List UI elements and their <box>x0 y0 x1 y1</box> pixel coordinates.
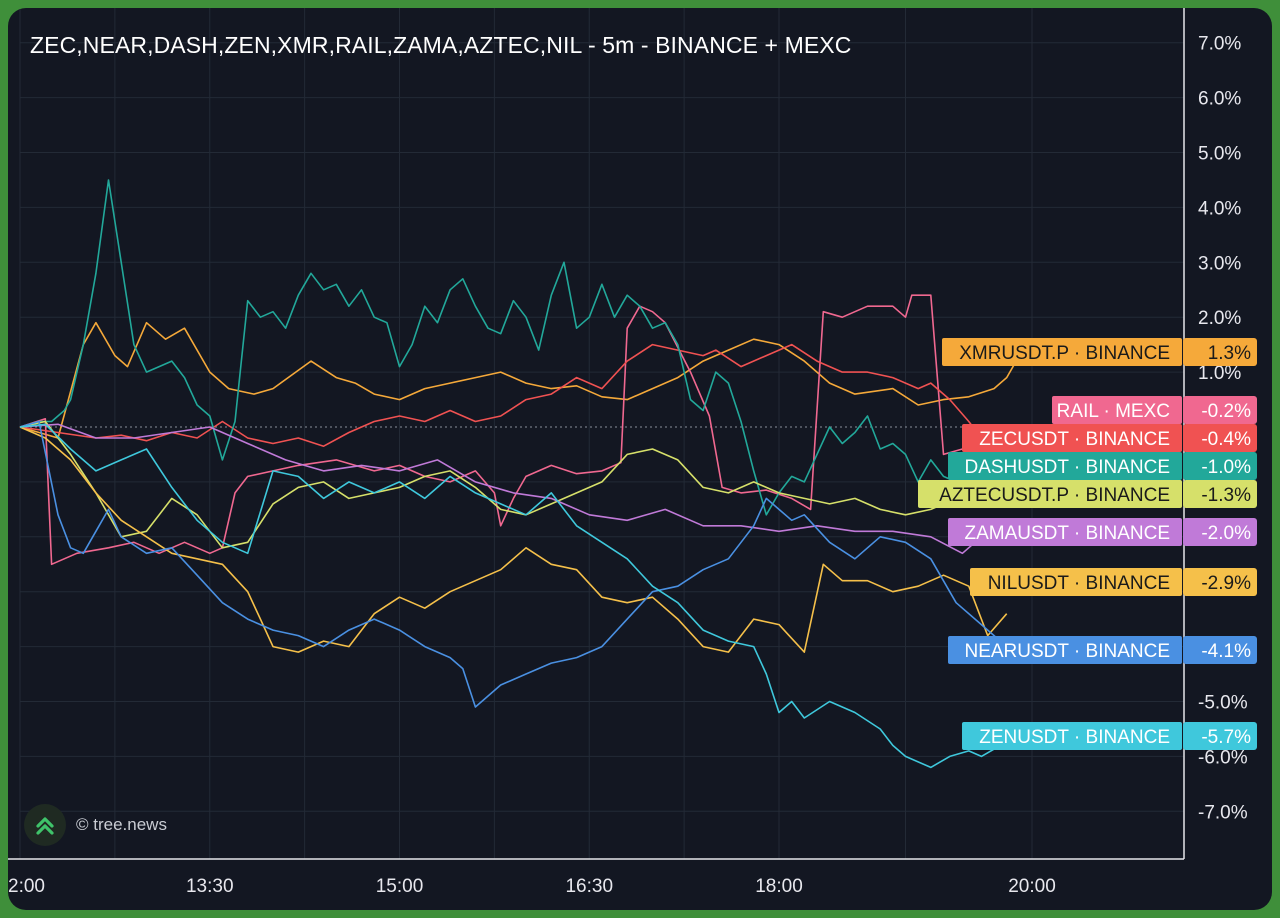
series-value-tag <box>1183 396 1257 424</box>
x-tick-label: 13:30 <box>186 876 234 897</box>
series-tag-6: NILUSDT · BINANCE -2.9% <box>970 568 1257 596</box>
series-name: ZECUSDT · BINANCE <box>979 429 1170 450</box>
y-tick-label: -6.0% <box>1198 747 1248 768</box>
series-name: ZENUSDT · BINANCE <box>979 727 1170 748</box>
series-last-value: -2.9% <box>1201 573 1251 594</box>
series-name-tag <box>1052 396 1182 424</box>
y-tick-label: -5.0% <box>1198 693 1248 714</box>
series-name-tag <box>918 480 1182 508</box>
y-tick-label: 4.0% <box>1198 198 1241 219</box>
series-tag-7: NEARUSDT · BINANCE -4.1% <box>948 636 1257 664</box>
series-line-5 <box>19 423 982 555</box>
series-value-tag <box>1183 518 1257 546</box>
series-last-value: -1.0% <box>1201 457 1251 478</box>
series-value-tag <box>1183 722 1257 750</box>
y-tick-label: 5.0% <box>1198 144 1241 165</box>
series-line-8 <box>19 423 1020 769</box>
y-tick-label: 6.0% <box>1198 89 1241 110</box>
series-tag-4: AZTECUSDT.P · BINANCE -1.3% <box>918 480 1257 508</box>
series-value-tag <box>1183 338 1257 366</box>
x-tick-label: 20:00 <box>1008 876 1056 897</box>
series-name-tag <box>948 636 1182 664</box>
series-tag-1: RAIL · MEXC -0.2% <box>1052 396 1257 424</box>
series-name: XMRUSDT.P · BINANCE <box>959 343 1170 364</box>
chart-panel: 7.0% 6.0% 5.0% 4.0% 3.0% 2.0% 1.0% -5.0% -6.0% -7… <box>8 8 1272 910</box>
series-tag-3: DASHUSDT · BINANCE -1.0% <box>948 452 1257 480</box>
watermark: © tree.news <box>24 804 167 846</box>
series-value-tag <box>1183 568 1257 596</box>
series-last-value: -4.1% <box>1201 641 1251 662</box>
series-name: ZAMAUSDT · BINANCE <box>964 523 1170 544</box>
series-line-1 <box>19 294 1001 566</box>
series-line-3 <box>19 179 957 516</box>
tree-logo-icon <box>24 804 66 846</box>
y-tick-label: -7.0% <box>1198 802 1248 823</box>
series-name: NEARUSDT · BINANCE <box>964 641 1170 662</box>
series-value-tag <box>1183 424 1257 452</box>
series-line-2 <box>19 343 1014 450</box>
series-last-value: -2.0% <box>1201 523 1251 544</box>
series-tag-2: ZECUSDT · BINANCE -0.4% <box>962 424 1257 452</box>
x-axis-ticks: 2:00 13:30 15:00 16:30 18:00 20:00 <box>8 876 1056 897</box>
series-name: AZTECUSDT.P · BINANCE <box>939 485 1170 506</box>
chart-canvas: 7.0% 6.0% 5.0% 4.0% 3.0% 2.0% 1.0% -5.0% -6.0% -7… <box>8 8 1257 897</box>
watermark-text: © tree.news <box>76 815 167 834</box>
series-last-value: 1.3% <box>1208 343 1251 364</box>
y-tick-label: 2.0% <box>1198 308 1241 329</box>
series-tag-5: ZAMAUSDT · BINANCE -2.0% <box>948 518 1257 546</box>
series-name: RAIL · MEXC <box>1057 401 1170 422</box>
series-name: DASHUSDT · BINANCE <box>964 457 1170 478</box>
series-line-6 <box>19 426 1008 653</box>
series-value-tag <box>1183 480 1257 508</box>
y-axis-ticks: 7.0% 6.0% 5.0% 4.0% 3.0% 2.0% 1.0% -5.0% -6.0% -7… <box>1198 34 1248 824</box>
series-name-tag <box>942 338 1182 366</box>
series-name-tag <box>962 424 1182 452</box>
x-tick-label: 15:00 <box>376 876 424 897</box>
x-tick-label: 2:00 <box>8 876 45 897</box>
series-last-value: -0.4% <box>1201 429 1251 450</box>
y-tick-label: 7.0% <box>1198 34 1241 55</box>
series-line-0 <box>19 321 1020 439</box>
series-value-tag <box>1183 452 1257 480</box>
x-tick-label: 18:00 <box>755 876 803 897</box>
series-last-value: -1.3% <box>1201 485 1251 506</box>
series-lines <box>19 179 1026 769</box>
series-line-7 <box>19 420 1026 708</box>
series-name-tag <box>970 568 1182 596</box>
y-tick-label: 3.0% <box>1198 253 1241 274</box>
series-name-tag <box>948 452 1182 480</box>
series-last-value: -5.7% <box>1201 727 1251 748</box>
y-tick-label: 1.0% <box>1198 363 1241 384</box>
series-name: NILUSDT · BINANCE <box>988 573 1170 594</box>
series-tag-0: XMRUSDT.P · BINANCE 1.3% <box>942 338 1257 366</box>
series-name-tag <box>948 518 1182 546</box>
series-labels: XMRUSDT.P · BINANCE 1.3%RAIL · MEXC -0.2%Z… <box>918 338 1257 750</box>
series-value-tag <box>1183 636 1257 664</box>
x-tick-label: 16:30 <box>565 876 613 897</box>
series-name-tag <box>962 722 1182 750</box>
chart-title: ZEC,NEAR,DASH,ZEN,XMR,RAIL,ZAMA,AZTEC,NI… <box>30 32 852 58</box>
series-tag-8: ZENUSDT · BINANCE -5.7% <box>962 722 1257 750</box>
series-last-value: -0.2% <box>1201 401 1251 422</box>
